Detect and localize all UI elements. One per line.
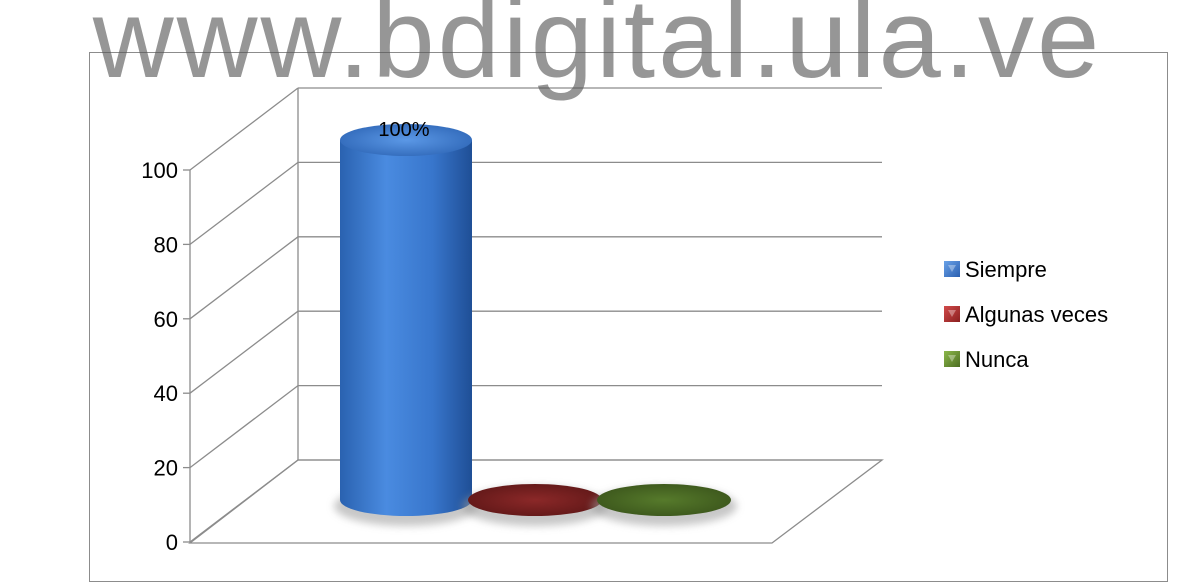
y-tick-label: 0 bbox=[166, 530, 178, 555]
legend-label: Algunas veces bbox=[965, 302, 1108, 327]
side-gridline bbox=[189, 385, 299, 469]
data-label: 100% bbox=[378, 119, 429, 141]
legend-swatch bbox=[944, 351, 960, 367]
bar-nunca bbox=[597, 484, 731, 516]
side-gridline bbox=[189, 236, 299, 320]
legend: Siempre Algunas veces Nunca bbox=[944, 257, 1108, 372]
y-axis-ticks: 0 20 40 60 80 100 bbox=[141, 158, 190, 555]
legend-swatch-highlight bbox=[948, 265, 956, 272]
y-tick-label: 60 bbox=[154, 307, 178, 332]
legend-item: Siempre bbox=[944, 257, 1047, 282]
y-tick-label: 20 bbox=[154, 456, 178, 481]
side-gridline bbox=[189, 310, 299, 394]
bar-algunas-veces bbox=[468, 484, 602, 516]
legend-swatch bbox=[944, 261, 960, 277]
legend-item: Algunas veces bbox=[944, 302, 1108, 327]
bar-layer: 100% bbox=[334, 119, 737, 526]
chart-floor bbox=[188, 459, 884, 544]
legend-swatch-highlight bbox=[948, 355, 956, 362]
legend-swatch-highlight bbox=[948, 310, 956, 317]
legend-swatch bbox=[944, 306, 960, 322]
side-gridline bbox=[189, 161, 299, 245]
y-tick-label: 100 bbox=[141, 158, 178, 183]
legend-label: Siempre bbox=[965, 257, 1047, 282]
y-tick-label: 80 bbox=[154, 232, 178, 257]
legend-label: Nunca bbox=[965, 347, 1029, 372]
y-tick-label: 40 bbox=[154, 381, 178, 406]
bar-top bbox=[340, 124, 472, 156]
bar-siempre bbox=[340, 140, 472, 516]
gridlines bbox=[189, 87, 882, 543]
legend-item: Nunca bbox=[944, 347, 1029, 372]
side-gridline bbox=[189, 87, 299, 171]
